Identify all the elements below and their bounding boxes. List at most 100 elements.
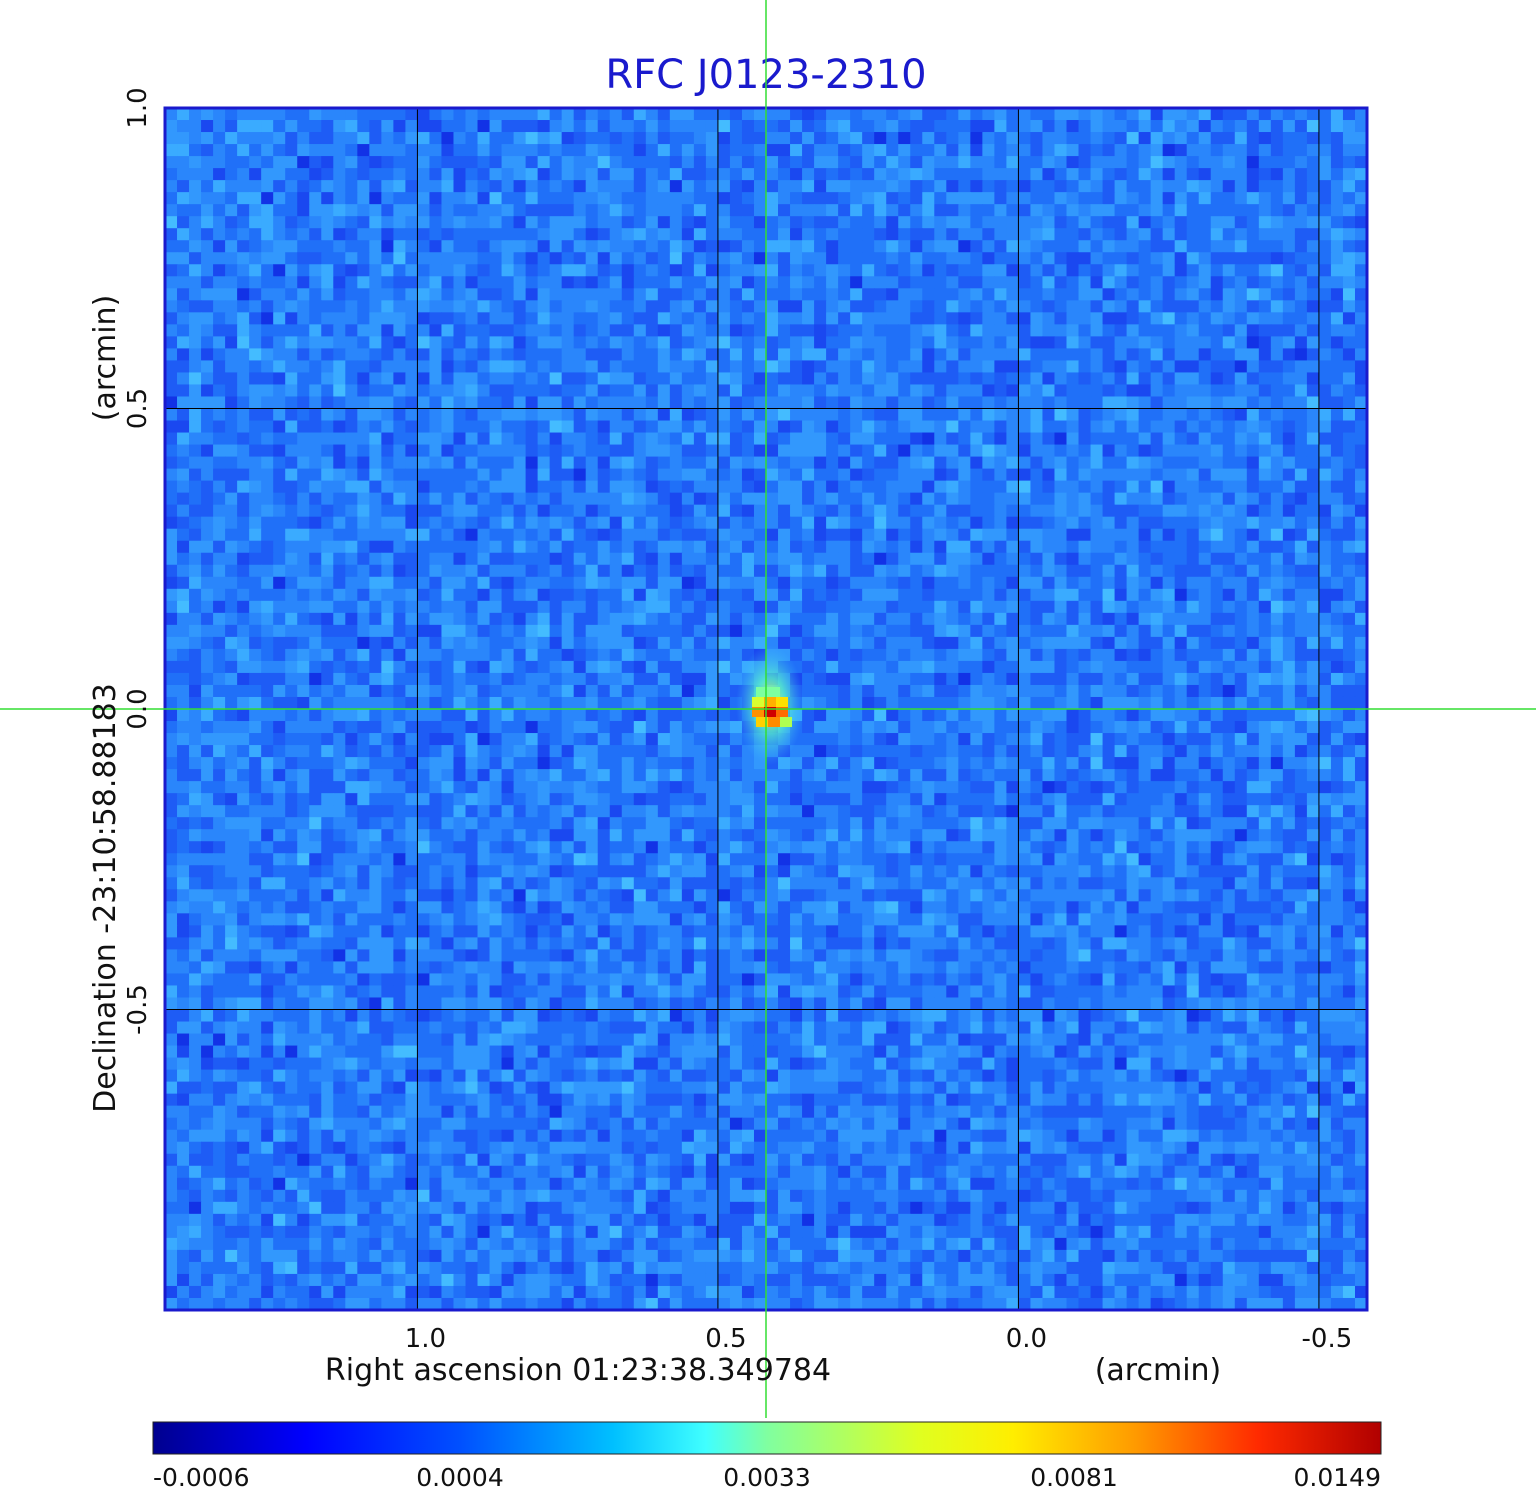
image-pixel [814, 696, 827, 710]
image-pixel [778, 528, 791, 542]
image-pixel [1318, 120, 1332, 133]
image-pixel [297, 336, 310, 349]
image-pixel [597, 456, 611, 470]
image-pixel [621, 468, 635, 482]
image-pixel [369, 540, 382, 554]
image-pixel [285, 468, 298, 482]
image-pixel [501, 504, 515, 518]
image-pixel [189, 144, 202, 157]
image-pixel [393, 384, 406, 398]
image-pixel [369, 276, 382, 289]
image-pixel [898, 528, 911, 542]
image-pixel [489, 240, 503, 253]
image-pixel [970, 144, 983, 157]
image-pixel [585, 252, 599, 265]
image-pixel [1210, 528, 1224, 542]
image-pixel [1222, 288, 1236, 301]
image-pixel [249, 636, 262, 650]
image-pixel [225, 600, 238, 614]
image-pixel [862, 288, 875, 301]
image-pixel [273, 240, 286, 253]
image-pixel [597, 528, 611, 542]
image-pixel [1054, 540, 1068, 554]
image-pixel [1258, 552, 1272, 566]
image-pixel [994, 132, 1007, 145]
image-pixel [489, 132, 503, 145]
image-pixel [621, 600, 635, 614]
image-pixel [297, 408, 310, 422]
image-pixel [621, 360, 635, 374]
image-pixel [453, 444, 467, 458]
image-pixel [898, 468, 911, 482]
image-pixel [1114, 432, 1128, 446]
image-pixel [1006, 408, 1020, 422]
image-pixel [1318, 564, 1332, 578]
image-pixel [1198, 192, 1212, 205]
image-pixel [778, 360, 791, 374]
image-pixel [1330, 192, 1344, 205]
image-pixel [1174, 444, 1188, 458]
image-pixel [261, 588, 274, 602]
image-pixel [982, 348, 995, 362]
image-pixel [910, 636, 923, 650]
image-pixel [525, 552, 539, 566]
image-pixel [621, 396, 635, 410]
image-pixel [453, 420, 467, 434]
image-pixel [213, 432, 226, 446]
image-pixel [213, 216, 226, 229]
image-pixel [693, 432, 707, 446]
image-pixel [970, 432, 983, 446]
image-pixel [1078, 180, 1092, 193]
image-pixel [177, 612, 190, 626]
image-pixel [549, 588, 563, 602]
image-pixel [189, 240, 202, 253]
image-pixel [814, 144, 827, 157]
image-pixel [597, 540, 611, 554]
image-pixel [1282, 156, 1296, 169]
image-pixel [729, 516, 743, 530]
image-pixel [429, 432, 443, 446]
image-pixel [645, 156, 659, 169]
image-pixel [1198, 180, 1212, 193]
image-pixel [309, 228, 322, 241]
image-pixel [1042, 540, 1056, 554]
image-pixel [693, 504, 707, 518]
image-pixel [1114, 156, 1128, 169]
image-plot-area [163, 106, 1369, 1312]
image-pixel [1006, 612, 1020, 626]
image-pixel [705, 648, 719, 662]
image-pixel [201, 492, 214, 506]
image-pixel [922, 588, 935, 602]
image-pixel [549, 552, 563, 566]
image-pixel [766, 288, 779, 301]
image-pixel [862, 480, 875, 494]
image-pixel [1054, 468, 1068, 482]
image-pixel [766, 552, 779, 566]
image-pixel [826, 216, 839, 229]
image-pixel [1270, 336, 1284, 349]
image-pixel [1234, 624, 1248, 638]
image-pixel [381, 528, 394, 542]
image-pixel [1174, 648, 1188, 662]
image-pixel [525, 456, 539, 470]
image-pixel [1234, 252, 1248, 265]
image-pixel [657, 252, 671, 265]
image-pixel [489, 612, 503, 626]
image-pixel [681, 264, 695, 277]
image-pixel [573, 528, 587, 542]
image-pixel [1066, 588, 1080, 602]
image-pixel [958, 396, 971, 410]
image-pixel [609, 108, 623, 121]
image-pixel [249, 540, 262, 554]
image-pixel [1354, 252, 1368, 265]
image-pixel [826, 300, 839, 313]
image-pixel [585, 636, 599, 650]
image-pixel [1066, 144, 1080, 157]
image-pixel [1222, 156, 1236, 169]
image-pixel [1138, 480, 1152, 494]
image-pixel [886, 576, 899, 590]
image-pixel [441, 252, 455, 265]
image-pixel [621, 336, 635, 349]
image-pixel [1138, 396, 1152, 410]
image-pixel [1030, 612, 1044, 626]
